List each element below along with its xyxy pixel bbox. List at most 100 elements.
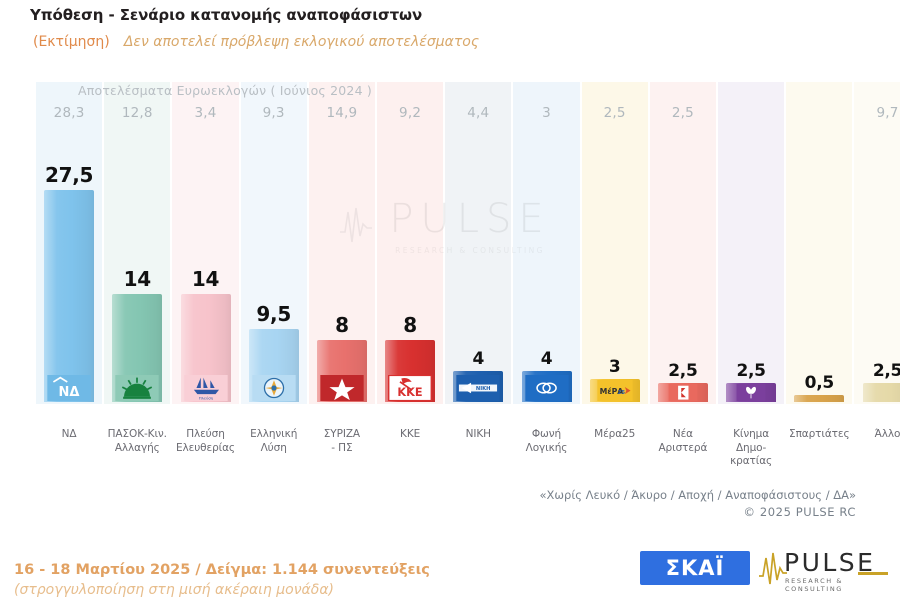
party-logo — [661, 383, 705, 401]
nea-aristera-logo — [668, 383, 698, 401]
party-logo: ΝΔ — [47, 375, 91, 401]
elliniki-lysi-logo — [252, 375, 296, 401]
pulse-logo: PULSE RESEARCH & CONSULTING — [759, 548, 892, 593]
page-title: Υπόθεση - Σενάριο κατανομής αναποφάσιστω… — [30, 6, 423, 24]
x-axis-label-line: Λύση — [260, 441, 287, 454]
x-axis-label-line: κρατίας — [730, 455, 773, 467]
x-axis-label-line: Κίνημα — [733, 428, 770, 440]
svg-text:ΚΚΕ: ΚΚΕ — [398, 386, 423, 399]
kinima-dimokratias-logo — [736, 383, 766, 401]
x-axis-label-line: Νέα — [672, 428, 693, 440]
x-axis-label-line: ΣΥΡΙΖΑ — [323, 428, 361, 440]
pleusi-ship-logo: Πλεύση — [183, 375, 228, 401]
column-strip — [786, 82, 853, 404]
x-axis-label: ΝΔ — [31, 428, 107, 442]
x-axis-label-line: - ΠΣ — [331, 441, 353, 454]
x-axis-label: Φωνή Λογικής — [508, 428, 584, 455]
bar — [794, 395, 845, 402]
party-logo — [729, 383, 773, 401]
x-axis-label-line: ΠΑΣΟΚ-Κιν. — [107, 428, 167, 440]
x-axis-label-line: Ελευθερίας — [175, 441, 235, 454]
euro-result-value: 12,8 — [121, 105, 153, 121]
x-axis-label-line: Πλεύση — [186, 428, 225, 440]
svg-text:25: 25 — [617, 390, 625, 396]
party-logo — [524, 375, 569, 401]
pulse-logo-tagline: RESEARCH & CONSULTING — [785, 577, 844, 593]
x-axis-label-line: Μέρα25 — [594, 428, 636, 440]
niki-logo: ΝΙΚΗ — [456, 375, 500, 401]
x-axis-label-line: Λογικής — [525, 441, 568, 454]
fieldwork-dates: 16 - 18 Μαρτίου 2025 / Δείγμα: 1.144 συν… — [14, 562, 430, 578]
skai-logo-text: ΣΚΑΪ — [665, 556, 725, 580]
x-axis-label: Πλεύση Ελευθερίας — [167, 428, 243, 455]
euro-result-value: 2,5 — [603, 105, 626, 121]
pulse-logo-rule — [858, 572, 888, 575]
bar-value-label: 27,5 — [45, 162, 94, 187]
euro-result-value: 3,4 — [194, 105, 217, 121]
x-axis-label: ΠΑΣΟΚ-Κιν. Αλλαγής — [99, 428, 175, 455]
x-axis-label: Μέρα25 — [577, 428, 653, 442]
bar-value-label: 8 — [403, 313, 417, 338]
syriza-logo — [320, 375, 364, 401]
x-axis-label: Άλλο — [849, 428, 900, 442]
x-axis-label: ΚΚΕ — [372, 428, 448, 442]
bar — [862, 382, 900, 402]
party-logo — [115, 375, 159, 401]
svg-text:ΝΔ: ΝΔ — [59, 385, 80, 400]
bar-value-label: 0,5 — [804, 373, 835, 393]
x-axis-label: Κίνημα Δημο-κρατίας — [713, 428, 789, 469]
foni-logikis-logo — [524, 375, 569, 401]
rounding-note: (στρογγυλοποίηση στη μισή ακέραιη μονάδα… — [14, 582, 335, 598]
skai-logo: ΣΚΑΪ — [640, 551, 750, 585]
bar-value-label: 2,5 — [736, 360, 766, 381]
kke-logo: ΚΚΕ — [388, 375, 433, 401]
x-axis-label-line: ΝΙΚΗ — [465, 428, 491, 440]
bar-gloss — [794, 395, 845, 402]
svg-text:Πλεύση: Πλεύση — [198, 395, 213, 400]
party-logo: ΚΚΕ — [388, 375, 433, 401]
bar-value-label: 8 — [335, 313, 349, 338]
x-axis-label: ΝΙΚΗ — [440, 428, 516, 442]
euro-results-header: Αποτελέσματα Ευρωεκλογών ( Ιούνιος 2024 … — [78, 83, 372, 98]
pasok-sun-logo — [115, 375, 159, 401]
x-axis-label-line: ΚΚΕ — [400, 428, 421, 440]
svg-text:MέΡΑ: MέΡΑ — [599, 387, 623, 396]
party-logo: MέΡΑ 25 — [593, 379, 637, 401]
estimate-label: (Εκτίμηση) — [33, 34, 110, 50]
mera25-logo: MέΡΑ 25 — [597, 379, 633, 401]
x-axis-label-line: Άλλο — [874, 428, 900, 440]
column-strip — [581, 82, 648, 404]
euro-result-value: 28,3 — [53, 105, 85, 121]
party-logo: ΝΙΚΗ — [456, 375, 500, 401]
bar-value-label: 3 — [608, 356, 621, 377]
euro-result-value: 3 — [542, 105, 551, 121]
exclusion-note: «Χωρίς Λευκό / Άκυρο / Αποχή / Αναποφάσι… — [539, 488, 856, 502]
euro-result-value: 4,4 — [467, 105, 490, 121]
euro-result-value: 2,5 — [671, 105, 694, 121]
footnotes: «Χωρίς Λευκό / Άκυρο / Αποχή / Αναποφάσι… — [539, 487, 856, 521]
fieldwork-block: 16 - 18 Μαρτίου 2025 / Δείγμα: 1.144 συν… — [14, 562, 430, 598]
bar-gloss — [862, 382, 900, 402]
x-axis-label: Σπαρτιάτες — [781, 428, 857, 442]
copyright-note: © 2025 PULSE RC — [743, 505, 856, 519]
x-axis-label: Ελληνική Λύση — [236, 428, 312, 455]
euro-result-value: 9,2 — [399, 105, 422, 121]
subtitle-row: (Εκτίμηση) Δεν αποτελεί πρόβλεψη εκλογικ… — [33, 31, 479, 50]
column-strip — [718, 82, 785, 404]
x-axis-label-line: Ελληνική — [250, 428, 298, 440]
disclaimer-text: Δεν αποτελεί πρόβλεψη εκλογικού αποτελέσ… — [123, 34, 480, 50]
bar-value-label: 2,5 — [668, 360, 698, 381]
nd-logo: ΝΔ — [47, 375, 91, 401]
x-axis-label-line: Δημο- — [735, 441, 767, 454]
x-axis-label-line: ΝΔ — [61, 428, 77, 440]
x-axis-label-line: Αριστερά — [658, 441, 708, 454]
x-axis-label-line: Σπαρτιάτες — [789, 428, 850, 440]
bar-value-label: 14 — [123, 266, 152, 291]
euro-result-value: 9,3 — [262, 105, 285, 121]
bar — [44, 189, 95, 402]
bar-value-label: 2,5 — [872, 360, 900, 381]
x-axis-label: ΣΥΡΙΖΑ - ΠΣ — [304, 428, 380, 455]
x-axis-label-line: Αλλαγής — [114, 441, 160, 454]
party-logo — [320, 375, 364, 401]
